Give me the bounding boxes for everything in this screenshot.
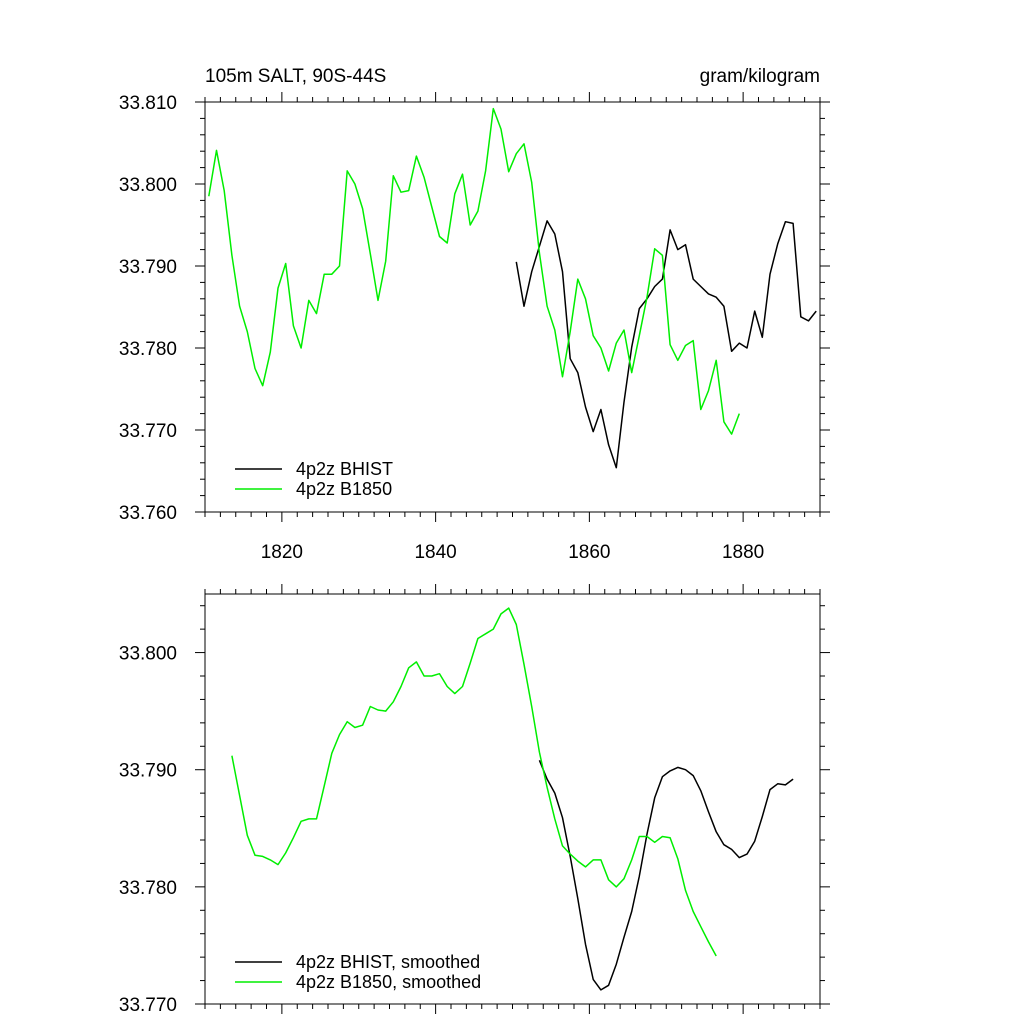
y-tick-label: 33.790 <box>119 257 177 278</box>
bottom-legend: 4p2z BHIST, smoothed 4p2z B1850, smoothe… <box>235 952 481 992</box>
panel-title-left: 105m SALT, 90S-44S <box>205 66 386 87</box>
bottom-plot-lines <box>231 607 794 991</box>
top-plot-lines <box>208 107 817 469</box>
top-x-axis-labels: 1820 1840 1860 1880 <box>261 542 765 563</box>
y-tick-label: 33.760 <box>119 503 177 524</box>
x-tick-label: 1840 <box>414 542 456 563</box>
legend-label-bhist-smoothed: 4p2z BHIST, smoothed <box>296 952 480 972</box>
y-tick-label: 33.800 <box>119 644 177 665</box>
top-legend: 4p2z BHIST 4p2z B1850 <box>235 459 393 499</box>
top-panel: 105m SALT, 90S-44S gram/kilogram 1820 184… <box>119 66 830 563</box>
x-tick-label: 1880 <box>722 542 764 563</box>
series-line-bhist <box>538 760 794 991</box>
bottom-y-axis-labels: 33.770 33.780 33.790 33.800 <box>119 644 177 1016</box>
x-tick-label: 1860 <box>568 542 610 563</box>
top-plot-frame <box>204 101 821 513</box>
bottom-panel: 33.770 33.780 33.790 33.800 4p2z BHIST, smo… <box>119 584 830 1016</box>
y-tick-label: 33.780 <box>119 878 177 899</box>
top-axes-ticks <box>195 92 830 522</box>
bottom-axes-ticks <box>195 584 830 1014</box>
legend-label-b1850: 4p2z B1850 <box>296 479 392 499</box>
y-tick-label: 33.790 <box>119 761 177 782</box>
series-line-b1850 <box>231 607 717 957</box>
x-tick-label: 1820 <box>261 542 303 563</box>
y-tick-label: 33.770 <box>119 995 177 1016</box>
bottom-plot-frame <box>204 593 821 1005</box>
legend-label-b1850-smoothed: 4p2z B1850, smoothed <box>296 972 481 992</box>
y-tick-label: 33.810 <box>119 93 177 114</box>
legend-label-bhist: 4p2z BHIST <box>296 459 393 479</box>
top-y-axis-labels: 33.760 33.770 33.780 33.790 33.800 33.810 <box>119 93 177 524</box>
y-tick-label: 33.780 <box>119 339 177 360</box>
panel-title-right: gram/kilogram <box>700 66 820 87</box>
series-line-bhist <box>515 220 817 469</box>
series-line-b1850 <box>208 107 741 435</box>
y-tick-label: 33.800 <box>119 175 177 196</box>
y-tick-label: 33.770 <box>119 421 177 442</box>
